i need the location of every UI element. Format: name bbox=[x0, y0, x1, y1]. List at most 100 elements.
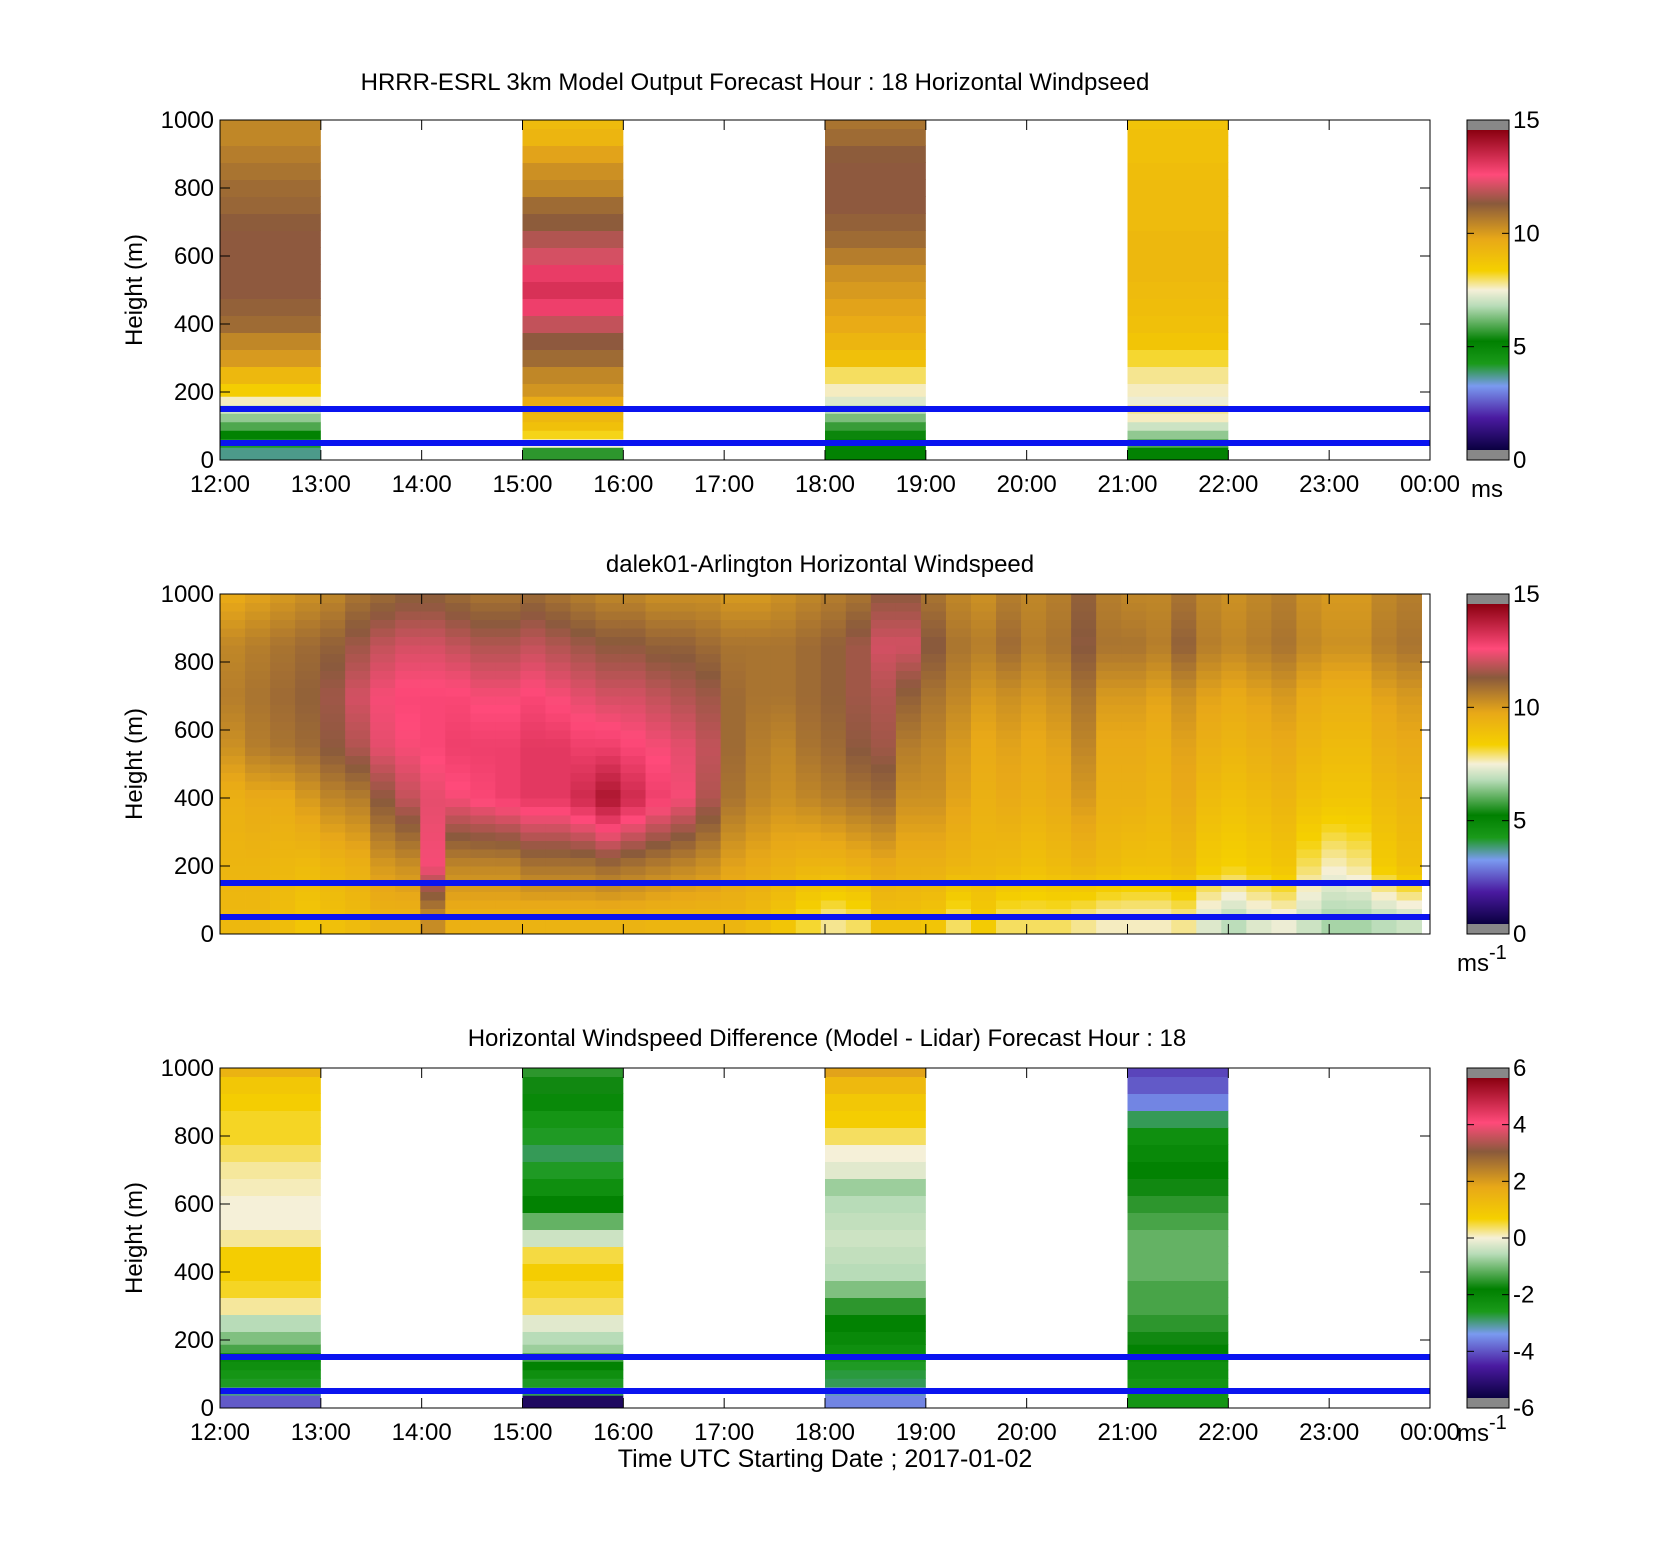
heatmap-cell bbox=[320, 908, 346, 918]
heatmap-cell bbox=[320, 857, 346, 867]
heatmap-cell bbox=[795, 789, 822, 799]
heatmap-cell bbox=[695, 679, 722, 688]
heatmap-cell bbox=[920, 679, 947, 688]
heatmap-cell bbox=[720, 840, 747, 850]
heatmap-cell bbox=[270, 764, 296, 773]
heatmap-cell bbox=[845, 687, 872, 697]
heatmap-cell bbox=[971, 628, 997, 637]
heatmap-cell bbox=[522, 1297, 624, 1315]
heatmap-cell bbox=[870, 908, 897, 918]
heatmap-cell bbox=[1071, 594, 1097, 603]
heatmap-cell bbox=[645, 721, 671, 731]
heatmap-cell bbox=[1346, 857, 1372, 867]
heatmap-cell bbox=[795, 611, 822, 620]
heatmap-cell bbox=[825, 298, 926, 316]
heatmap-cell bbox=[220, 917, 246, 926]
heatmap-cell bbox=[295, 687, 321, 697]
heatmap-cell bbox=[870, 679, 897, 688]
heatmap-cell bbox=[320, 891, 346, 901]
heatmap-cell bbox=[495, 704, 521, 714]
heatmap-cell bbox=[945, 755, 972, 765]
heatmap-cell bbox=[420, 738, 446, 748]
heatmap-cell bbox=[895, 747, 922, 756]
heatmap-cell bbox=[825, 162, 926, 180]
heatmap-cell bbox=[1221, 704, 1247, 714]
x-tick-label: 12:00 bbox=[190, 1419, 250, 1446]
heatmap-cell bbox=[670, 823, 697, 833]
heatmap-cell bbox=[570, 891, 596, 901]
heatmap-cell bbox=[996, 823, 1022, 833]
heatmap-cell bbox=[395, 653, 421, 663]
heatmap-cell bbox=[745, 917, 772, 926]
heatmap-cell bbox=[1096, 925, 1122, 935]
heatmap-cell bbox=[1221, 917, 1247, 926]
heatmap-cell bbox=[495, 815, 521, 824]
heatmap-cell bbox=[695, 704, 722, 714]
heatmap-cell bbox=[545, 815, 571, 824]
heatmap-cell bbox=[470, 832, 496, 841]
heatmap-cell bbox=[1296, 806, 1322, 816]
heatmap-cell bbox=[320, 789, 346, 799]
heatmap-cell bbox=[495, 900, 521, 909]
heatmap-cell bbox=[495, 789, 521, 799]
heatmap-cell bbox=[820, 670, 847, 680]
heatmap-cell bbox=[1396, 602, 1422, 612]
heatmap-cell bbox=[945, 602, 972, 612]
reference-lines bbox=[220, 880, 1430, 920]
colorbar-tick-label: 2 bbox=[1513, 1168, 1526, 1195]
heatmap-cell bbox=[1271, 662, 1297, 671]
heatmap-cell bbox=[620, 806, 646, 816]
heatmap-cell bbox=[1346, 823, 1372, 833]
heatmap-cell bbox=[1146, 772, 1172, 782]
heatmap-cell bbox=[470, 730, 496, 739]
heatmap-cell bbox=[745, 900, 772, 909]
heatmap-cell bbox=[1296, 628, 1322, 637]
heatmap-cell bbox=[220, 349, 321, 367]
heatmap-cell bbox=[645, 781, 671, 790]
heatmap-cell bbox=[971, 730, 997, 739]
heatmap-cell bbox=[245, 704, 271, 714]
heatmap-cell bbox=[570, 781, 596, 790]
heatmap-cell bbox=[1096, 917, 1122, 926]
heatmap-cell bbox=[695, 721, 722, 731]
heatmap-cell bbox=[1071, 840, 1097, 850]
heatmap-cell bbox=[620, 908, 646, 918]
heatmap-cell bbox=[1371, 857, 1397, 867]
heatmap-cell bbox=[945, 696, 972, 705]
heatmap-cell bbox=[645, 840, 671, 850]
heatmap-cell bbox=[620, 764, 646, 773]
heatmap-cell bbox=[1071, 781, 1097, 790]
heatmap-cell bbox=[395, 917, 421, 926]
heatmap-cell bbox=[920, 857, 947, 867]
heatmap-cell bbox=[1321, 636, 1347, 646]
chart-panel-lidar: dalek01-Arlington Horizontal Windspeed 0… bbox=[121, 551, 1540, 977]
heatmap-cell bbox=[595, 713, 621, 722]
heatmap-cell bbox=[570, 857, 596, 867]
heatmap-cell bbox=[1371, 747, 1397, 756]
heatmap-cell bbox=[645, 755, 671, 765]
heatmap-cell bbox=[1196, 857, 1222, 867]
heatmap-cell bbox=[445, 653, 471, 663]
heatmap-cell bbox=[695, 883, 722, 892]
heatmap-cell bbox=[1346, 891, 1372, 901]
heatmap-cell bbox=[1221, 602, 1247, 612]
heatmap-cell bbox=[670, 713, 697, 722]
heatmap-cell bbox=[445, 645, 471, 654]
heatmap-cell bbox=[320, 619, 346, 629]
heatmap-cell bbox=[1221, 874, 1247, 884]
heatmap-cell bbox=[1246, 670, 1272, 680]
heatmap-cell bbox=[420, 781, 446, 790]
heatmap-cell bbox=[1171, 874, 1197, 884]
heatmap-cell bbox=[220, 1068, 321, 1077]
heatmap-cell bbox=[245, 789, 271, 799]
heatmap-cell bbox=[595, 832, 621, 841]
heatmap-cell bbox=[870, 857, 897, 867]
heatmap-cell bbox=[445, 849, 471, 858]
heatmap-cell bbox=[945, 721, 972, 731]
heatmap-cell bbox=[570, 602, 596, 612]
heatmap-cell bbox=[522, 1246, 624, 1264]
heatmap-cell bbox=[971, 713, 997, 722]
heatmap-cell bbox=[945, 738, 972, 748]
heatmap-cell bbox=[1196, 755, 1222, 765]
heatmap-cell bbox=[1046, 713, 1072, 722]
